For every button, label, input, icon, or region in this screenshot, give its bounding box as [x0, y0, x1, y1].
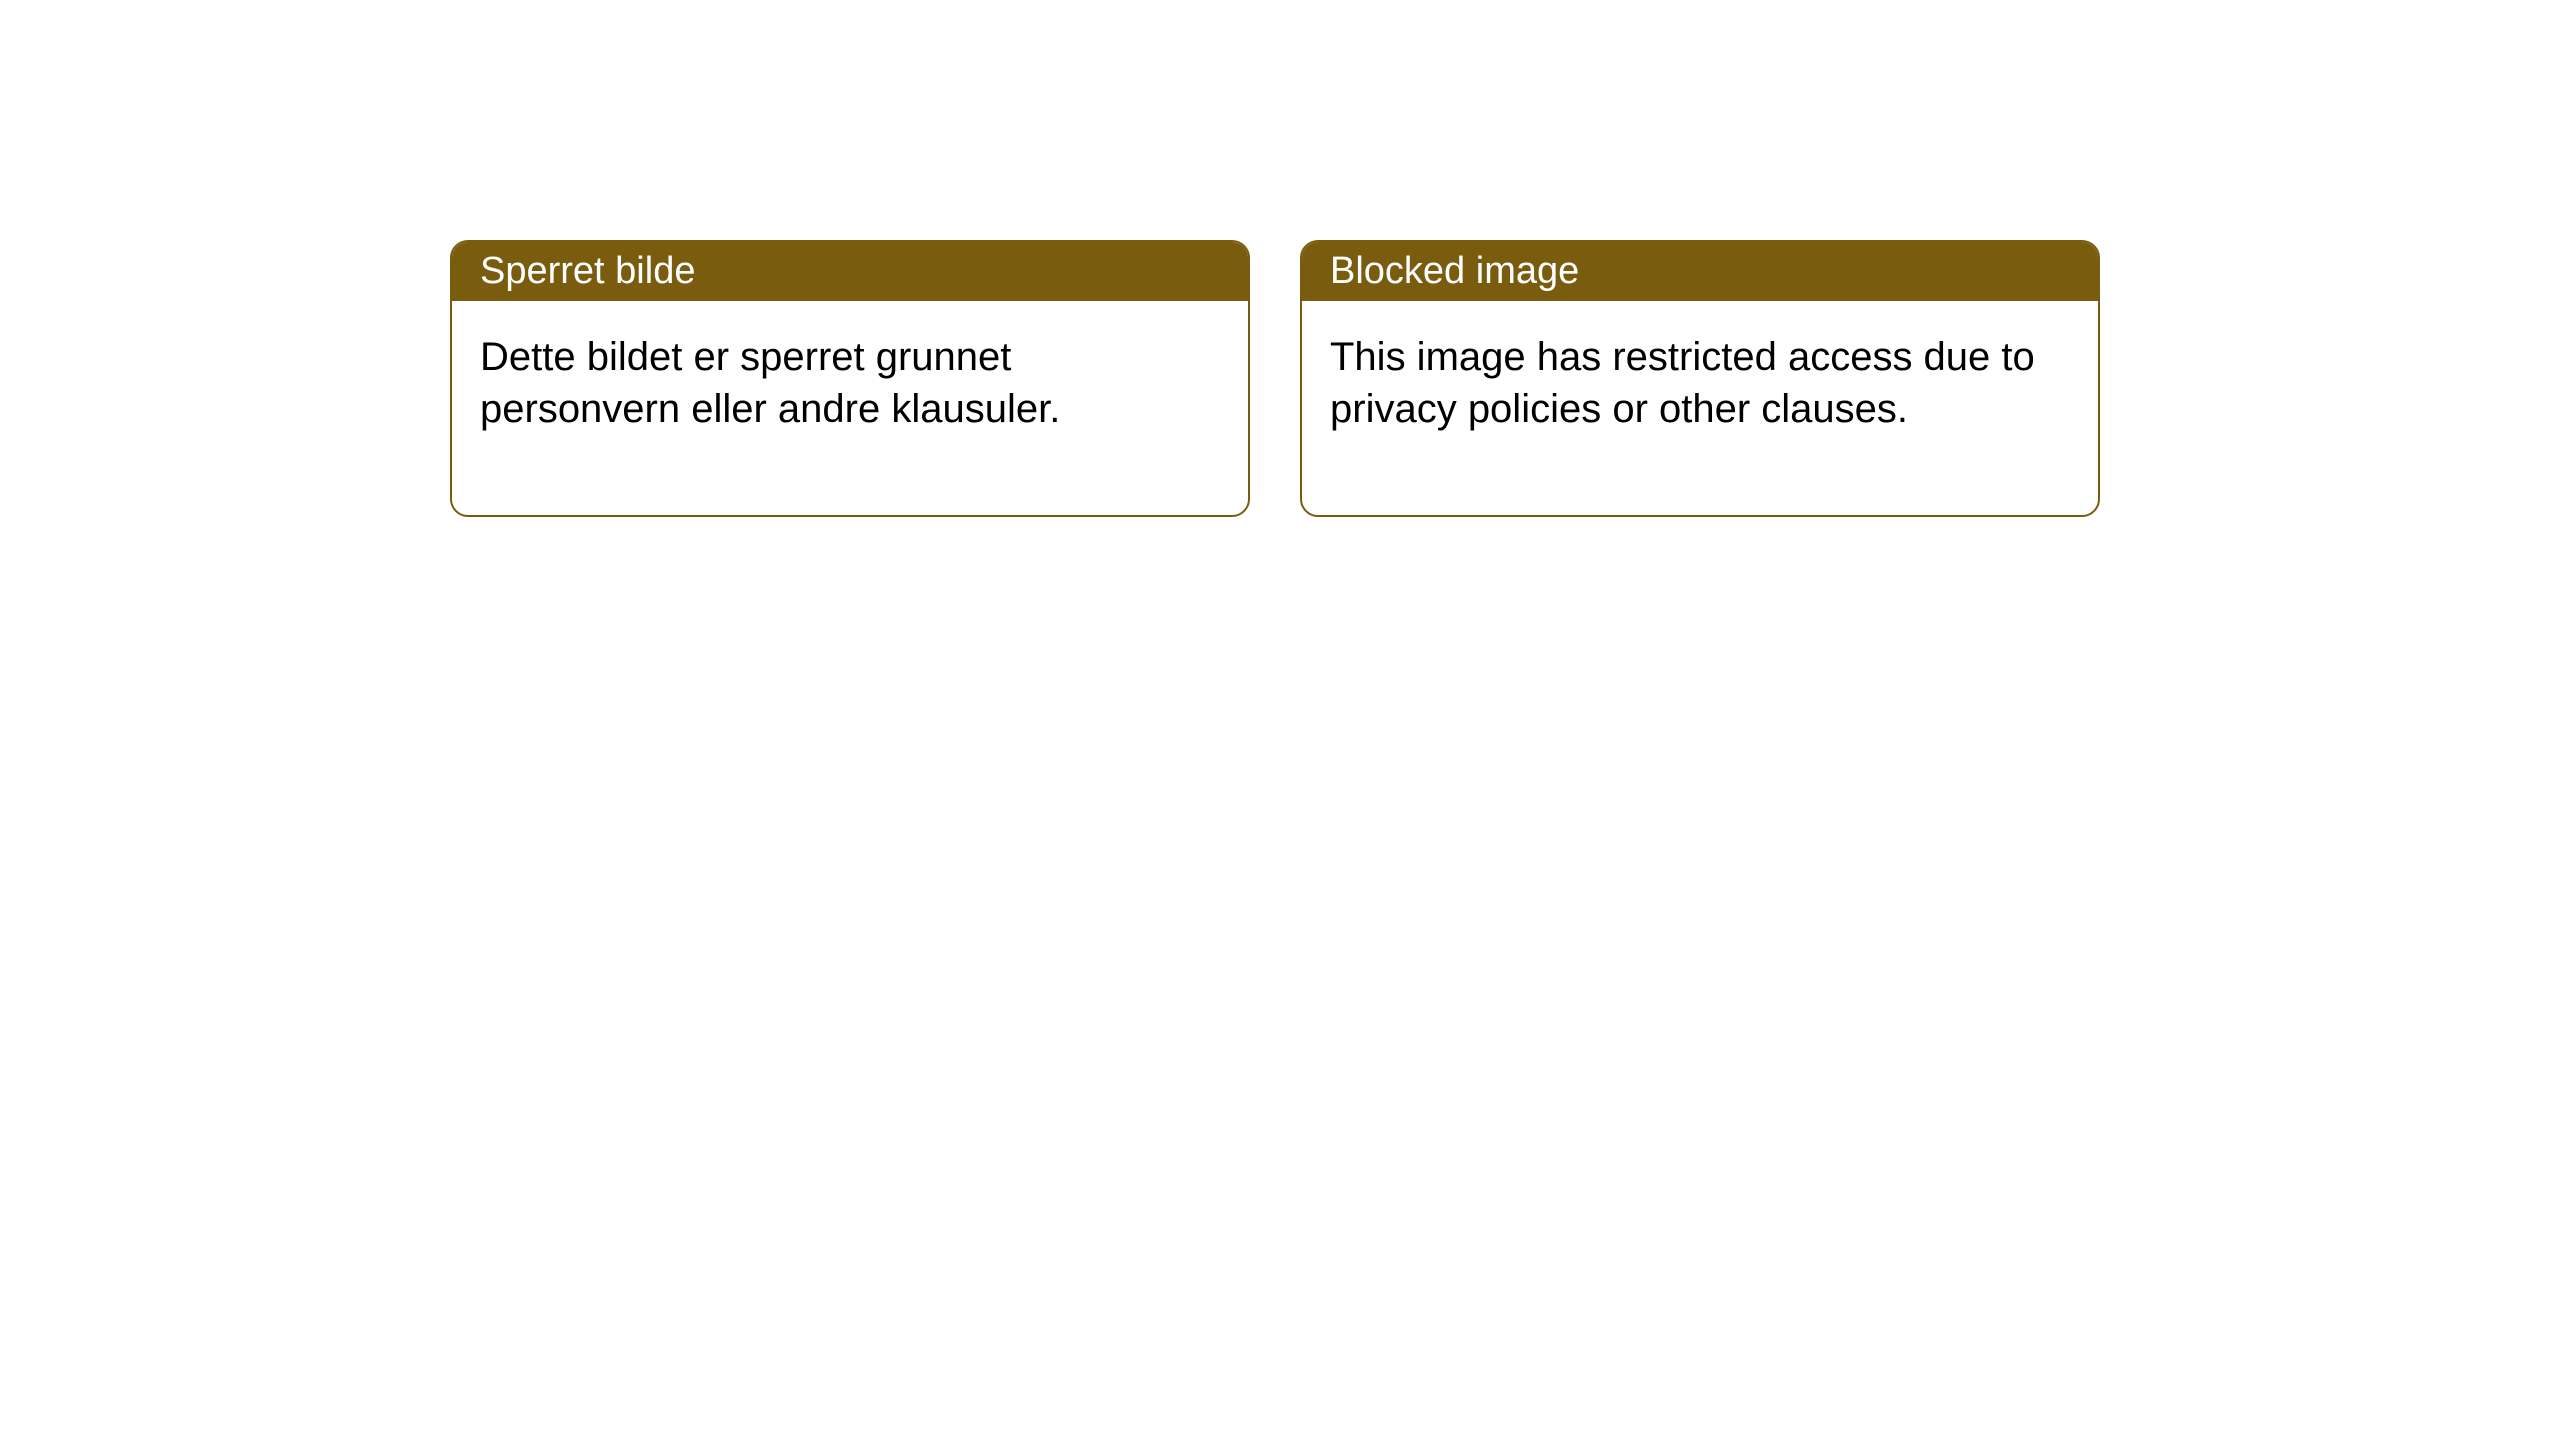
notice-container: Sperret bilde Dette bildet er sperret gr…: [450, 240, 2100, 517]
notice-card-norwegian: Sperret bilde Dette bildet er sperret gr…: [450, 240, 1250, 517]
notice-card-body: This image has restricted access due to …: [1302, 301, 2098, 515]
notice-card-title: Blocked image: [1302, 242, 2098, 301]
notice-card-body: Dette bildet er sperret grunnet personve…: [452, 301, 1248, 515]
notice-card-english: Blocked image This image has restricted …: [1300, 240, 2100, 517]
notice-card-title: Sperret bilde: [452, 242, 1248, 301]
